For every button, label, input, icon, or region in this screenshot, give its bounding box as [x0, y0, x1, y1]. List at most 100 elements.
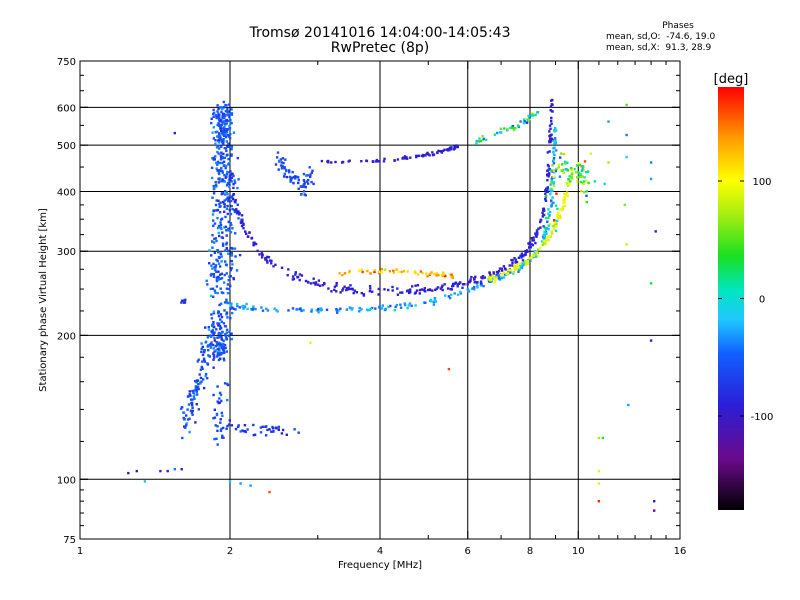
data-point [230, 176, 234, 179]
data-point [226, 119, 229, 123]
data-point [549, 183, 552, 186]
data-point [210, 254, 213, 257]
data-point [479, 280, 483, 283]
data-point [383, 288, 386, 291]
data-point [223, 116, 226, 120]
data-point [489, 274, 492, 277]
data-point [196, 393, 199, 396]
data-point [227, 252, 230, 255]
data-point [524, 252, 527, 255]
data-point [221, 171, 224, 174]
data-point [401, 291, 404, 294]
data-point [241, 429, 244, 432]
data-point [214, 349, 218, 352]
data-point [406, 306, 409, 310]
data-point [311, 169, 314, 172]
data-point [278, 159, 281, 162]
data-point [220, 320, 224, 323]
data-point [228, 208, 231, 212]
data-point [414, 284, 417, 287]
data-point [309, 282, 313, 285]
data-point [224, 346, 227, 350]
data-points [127, 98, 657, 512]
data-point [193, 389, 196, 392]
data-point [225, 104, 228, 107]
data-point [222, 436, 225, 439]
data-point [208, 262, 211, 265]
data-point [402, 156, 405, 159]
data-point [246, 235, 250, 238]
data-point [294, 271, 297, 274]
data-point [330, 161, 333, 164]
data-point [186, 418, 190, 421]
data-point [325, 308, 329, 311]
data-point [231, 306, 234, 309]
data-point [554, 204, 558, 207]
data-point [213, 331, 216, 334]
data-point [184, 298, 187, 301]
data-point [227, 220, 230, 224]
data-point [218, 119, 221, 122]
data-point [233, 210, 237, 214]
data-point [544, 198, 547, 201]
data-point [274, 426, 278, 429]
data-point [383, 268, 387, 272]
data-point [399, 306, 403, 309]
data-point [503, 271, 506, 274]
data-point [218, 202, 221, 206]
data-point [534, 232, 537, 235]
data-point [216, 400, 219, 403]
data-point [250, 236, 254, 240]
data-point [221, 115, 225, 119]
data-point [441, 284, 444, 287]
data-point [358, 306, 361, 310]
data-point [283, 172, 286, 175]
y-tick-label: 300 [57, 247, 76, 258]
data-point [196, 379, 199, 382]
data-point [248, 231, 251, 234]
data-point [547, 212, 550, 215]
data-point [218, 211, 222, 214]
data-point [220, 277, 224, 280]
data-point [337, 309, 341, 312]
data-point [286, 274, 289, 277]
data-point [582, 191, 586, 194]
data-point [268, 490, 271, 494]
data-point [550, 116, 553, 120]
data-point [284, 158, 287, 161]
data-point [274, 163, 278, 166]
data-point [558, 214, 562, 217]
data-point [220, 180, 224, 183]
data-point [302, 309, 305, 312]
data-point [225, 234, 228, 237]
data-point [199, 376, 203, 380]
data-point [482, 137, 485, 141]
data-point [459, 292, 463, 295]
data-point [219, 273, 222, 276]
data-point [254, 242, 258, 246]
data-point [213, 339, 216, 342]
data-point [232, 131, 236, 134]
data-point [212, 241, 216, 244]
data-point [319, 307, 323, 310]
data-point [526, 250, 529, 253]
data-point [264, 256, 267, 260]
data-point [225, 173, 229, 176]
data-point [212, 137, 215, 140]
data-point [218, 322, 221, 325]
data-point [219, 313, 223, 316]
data-point [224, 260, 227, 263]
data-point [424, 290, 427, 293]
data-point [450, 148, 453, 151]
data-point [213, 437, 216, 441]
data-point [212, 321, 215, 324]
data-point [497, 276, 501, 279]
data-point [216, 130, 219, 133]
data-point [224, 130, 227, 134]
data-point [252, 433, 255, 437]
data-point [229, 268, 232, 272]
data-point [498, 131, 502, 134]
data-point [547, 175, 550, 178]
data-point [493, 133, 497, 136]
